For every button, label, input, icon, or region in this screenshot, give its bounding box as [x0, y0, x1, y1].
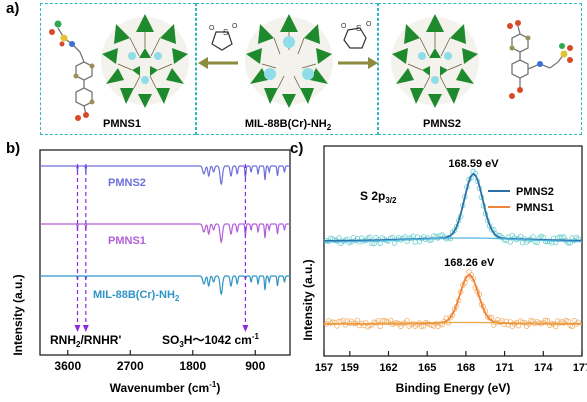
ftir-x-tick-label: 1800 [179, 359, 206, 373]
xps-data-point [363, 319, 369, 326]
ftir-amine-tail: /RNHR' [80, 333, 121, 347]
ftir-mil88b-sub: 2 [175, 294, 180, 303]
propane-sultone-icon: S O O [209, 23, 238, 51]
left-arrow-icon [198, 57, 238, 69]
xps-background-line [323, 237, 583, 243]
xps-data-point [354, 317, 361, 324]
xps-data-point [406, 235, 412, 241]
xps-x-tick-label: 165 [418, 362, 436, 374]
xps-y-axis-label: Intensity (a.u.) [301, 259, 315, 340]
mil-88b-caption: MIL-88B(Cr)-NH2 [226, 118, 350, 132]
ftir-sulfonic-text: SO [162, 333, 179, 347]
xps-fit-line [324, 274, 582, 325]
ftir-marker-arrowhead [74, 325, 81, 332]
ftir-series-label-mil88b: MIL-88B(Cr)-NH2 [93, 289, 180, 303]
xps-peak-label: 168.59 eV [448, 158, 499, 170]
xps-legend-label-pmns1: PMNS1 [516, 202, 554, 214]
ftir-annotation-amine: RNH2/RNHR' [50, 333, 121, 349]
mil-88b-caption-text: MIL-88B(Cr)-NH [244, 118, 327, 130]
xps-x-tick-label: 174 [534, 362, 553, 374]
xps-x-tick-label: 171 [495, 362, 513, 374]
xps-data-point [507, 239, 513, 245]
ftir-series-line [40, 275, 290, 296]
xps-x-tick-label: 157 [315, 362, 333, 374]
ftir-x-tick-label: 3600 [54, 359, 81, 373]
xps-x-tick-label: 162 [379, 362, 397, 374]
panel-a-center-box [196, 3, 378, 135]
xps-x-tick-label: 168 [457, 362, 475, 374]
ftir-amine-text: RNH [50, 333, 76, 347]
xps-title-text: S 2p [360, 189, 385, 203]
ftir-chart: Intensity (a.u.) 3600 2700 1800 900 PMNS2 P… [11, 149, 291, 395]
butane-sultone-icon: S O O [341, 21, 372, 49]
ftir-amine-sub: 2 [76, 340, 81, 349]
right-arrow-icon [338, 57, 378, 69]
svg-text:O: O [341, 23, 347, 30]
left-ligand-molecule-icon [49, 20, 95, 121]
ftir-mil88b-text: MIL-88B(Cr)-NH [93, 289, 175, 301]
ftir-sulfonic-sup: -1 [252, 332, 260, 341]
ftir-sulfonic-tail: H～1042 cm [184, 333, 252, 347]
xps-x-axis-label: Binding Energy (eV) [396, 381, 511, 395]
ftir-xlabel-text: Wavenumber (cm [110, 381, 210, 395]
svg-text:S: S [356, 24, 361, 33]
panel-b-letter: b) [6, 140, 21, 157]
panel-a-letter: a) [6, 0, 20, 17]
xps-x-tick-label: 159 [341, 362, 359, 374]
xps-title: S 2p3/2 [360, 189, 397, 205]
ftir-series-label-pmns1: PMNS1 [108, 235, 146, 247]
xps-data-point [542, 317, 549, 323]
pmns1-framework-icon [101, 14, 189, 108]
ftir-series-label-pmns2: PMNS2 [108, 177, 146, 189]
ftir-series-line [40, 165, 290, 186]
xps-x-tick-label: 177 [573, 362, 587, 374]
ftir-x-axis-label: Wavenumber (cm-1) [110, 380, 221, 395]
xps-chart: Intensity (a.u.) 157 159 162 165 168 171 174 17… [301, 145, 587, 395]
xps-legend-label-pmns2: PMNS2 [516, 186, 554, 198]
pmns2-caption: PMNS2 [423, 118, 461, 130]
right-ligand-molecule-icon [507, 20, 573, 99]
xps-peak-label: 168.26 eV [444, 257, 495, 269]
pmns1-caption: PMNS1 [103, 118, 141, 130]
mil-88b-framework-icon [245, 14, 333, 108]
xps-data-point [377, 240, 383, 246]
ftir-xlabel-sup: -1 [209, 380, 217, 389]
ftir-y-axis-label: Intensity (a.u.) [11, 274, 25, 355]
mil-88b-caption-sub: 2 [326, 123, 332, 133]
xps-data-point [340, 317, 346, 324]
xps-background-line [324, 321, 582, 325]
xps-data-point [418, 323, 425, 330]
xps-title-sub: 3/2 [385, 196, 397, 205]
ftir-plot-frame [39, 149, 291, 356]
svg-text:O: O [209, 25, 215, 32]
ftir-annotation-sulfonic: SO3H～1042 cm-1 [162, 332, 260, 349]
ftir-series-line [40, 223, 290, 244]
ftir-x-tick-label: 900 [245, 359, 265, 373]
pmns2-framework-icon [391, 14, 479, 108]
xps-data-point [377, 323, 383, 330]
ftir-xlabel-close: ) [216, 381, 220, 395]
panel-c-letter: c) [290, 140, 304, 157]
ftir-marker-arrowhead [242, 325, 249, 332]
panel-a-right-box [378, 3, 582, 135]
svg-text:O: O [232, 23, 238, 30]
ftir-sulfonic-sub: 3 [179, 340, 184, 349]
panel-a-left-box [40, 3, 196, 135]
svg-text:O: O [366, 21, 372, 28]
svg-text:S: S [223, 28, 228, 37]
ftir-marker-arrowhead [82, 325, 89, 332]
xps-data-point [557, 234, 563, 240]
xps-plot-frame [323, 145, 583, 357]
ftir-x-tick-label: 2700 [117, 359, 144, 373]
